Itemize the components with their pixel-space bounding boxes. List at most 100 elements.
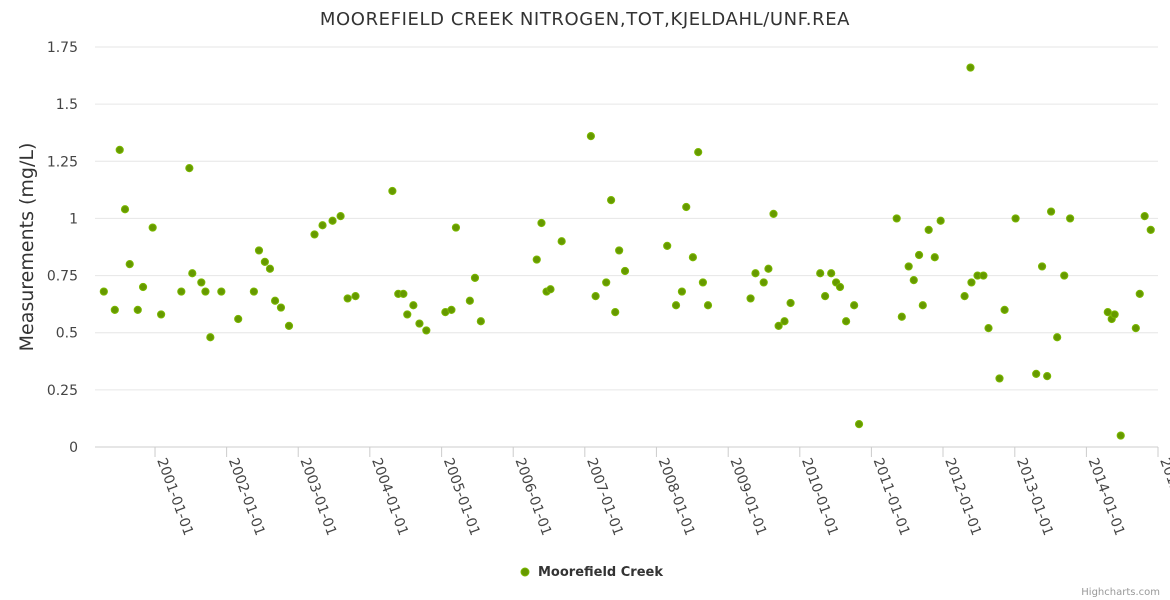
- data-point[interactable]: [774, 321, 783, 330]
- data-point[interactable]: [470, 273, 480, 282]
- data-point[interactable]: [451, 223, 461, 232]
- data-point[interactable]: [682, 202, 691, 212]
- data-point[interactable]: [936, 216, 945, 225]
- data-point[interactable]: [399, 289, 408, 298]
- data-point[interactable]: [751, 269, 760, 278]
- data-point[interactable]: [918, 301, 927, 310]
- data-point[interactable]: [465, 296, 474, 305]
- data-point[interactable]: [343, 294, 352, 303]
- data-point[interactable]: [924, 225, 933, 234]
- data-point[interactable]: [780, 317, 789, 326]
- data-point[interactable]: [897, 312, 906, 321]
- data-point[interactable]: [148, 223, 157, 232]
- data-point[interactable]: [422, 326, 431, 335]
- data-point[interactable]: [1066, 214, 1075, 223]
- data-point[interactable]: [703, 301, 713, 310]
- legend[interactable]: Moorefield Creek: [520, 565, 663, 580]
- data-point[interactable]: [759, 278, 768, 287]
- data-point[interactable]: [746, 294, 755, 303]
- data-point[interactable]: [1032, 369, 1041, 378]
- data-point[interactable]: [1060, 271, 1069, 280]
- data-point[interactable]: [602, 278, 611, 287]
- data-point[interactable]: [1037, 262, 1047, 271]
- data-point[interactable]: [254, 246, 264, 255]
- data-point[interactable]: [403, 310, 412, 319]
- data-point[interactable]: [615, 246, 624, 255]
- data-point[interactable]: [607, 196, 616, 205]
- data-point[interactable]: [1146, 225, 1155, 234]
- data-point[interactable]: [979, 271, 988, 280]
- data-point[interactable]: [351, 292, 360, 301]
- data-point[interactable]: [850, 301, 859, 310]
- data-point[interactable]: [336, 212, 345, 221]
- data-point[interactable]: [318, 221, 327, 230]
- data-point[interactable]: [827, 269, 836, 278]
- data-point[interactable]: [206, 333, 215, 342]
- data-point[interactable]: [110, 305, 119, 314]
- data-point[interactable]: [663, 241, 672, 250]
- data-point[interactable]: [854, 420, 864, 429]
- data-point[interactable]: [217, 287, 226, 296]
- data-point[interactable]: [532, 255, 541, 264]
- data-point[interactable]: [966, 63, 975, 72]
- data-point[interactable]: [620, 266, 630, 276]
- data-point[interactable]: [1103, 308, 1112, 317]
- data-point[interactable]: [188, 269, 197, 278]
- data-point[interactable]: [1053, 333, 1062, 342]
- data-point[interactable]: [842, 317, 851, 326]
- data-point[interactable]: [1011, 214, 1020, 223]
- data-point[interactable]: [677, 287, 687, 296]
- data-point[interactable]: [1110, 310, 1119, 319]
- data-point[interactable]: [133, 305, 142, 314]
- data-point[interactable]: [447, 305, 456, 314]
- data-point[interactable]: [265, 264, 275, 273]
- data-point[interactable]: [388, 186, 397, 196]
- data-point[interactable]: [835, 282, 845, 292]
- data-point[interactable]: [310, 230, 319, 239]
- data-point[interactable]: [1140, 212, 1149, 221]
- data-point[interactable]: [984, 324, 993, 333]
- data-point[interactable]: [284, 321, 294, 330]
- data-point[interactable]: [328, 216, 337, 225]
- data-point[interactable]: [197, 278, 206, 287]
- data-point[interactable]: [995, 374, 1004, 383]
- data-point[interactable]: [276, 303, 286, 312]
- data-point[interactable]: [270, 296, 280, 305]
- data-point[interactable]: [409, 301, 418, 310]
- data-point[interactable]: [764, 264, 773, 273]
- data-point[interactable]: [557, 237, 566, 246]
- data-point[interactable]: [816, 269, 825, 278]
- data-point[interactable]: [249, 287, 258, 296]
- data-point[interactable]: [586, 132, 595, 141]
- data-point[interactable]: [120, 205, 130, 214]
- data-point[interactable]: [930, 253, 939, 262]
- data-point[interactable]: [769, 209, 778, 218]
- data-point[interactable]: [671, 301, 681, 310]
- data-point[interactable]: [1043, 372, 1052, 381]
- credits-link[interactable]: Highcharts.com: [1081, 587, 1160, 598]
- data-point[interactable]: [1131, 324, 1140, 333]
- data-point[interactable]: [698, 278, 708, 287]
- data-point[interactable]: [1046, 207, 1056, 216]
- data-point[interactable]: [914, 250, 924, 260]
- data-point[interactable]: [909, 276, 918, 285]
- data-point[interactable]: [537, 218, 546, 228]
- data-point[interactable]: [688, 253, 698, 262]
- data-point[interactable]: [157, 310, 166, 319]
- data-point[interactable]: [115, 145, 124, 154]
- legend-label[interactable]: Moorefield Creek: [538, 565, 663, 580]
- data-point[interactable]: [786, 298, 795, 308]
- data-point[interactable]: [260, 257, 269, 266]
- data-point[interactable]: [234, 314, 243, 324]
- data-point[interactable]: [185, 164, 194, 173]
- data-point[interactable]: [177, 287, 186, 296]
- data-point[interactable]: [201, 287, 210, 296]
- data-point[interactable]: [694, 148, 703, 157]
- data-point[interactable]: [591, 292, 600, 301]
- data-point[interactable]: [99, 287, 108, 296]
- data-point[interactable]: [960, 292, 969, 301]
- data-point[interactable]: [1000, 305, 1009, 314]
- data-point[interactable]: [546, 285, 555, 294]
- data-point[interactable]: [821, 292, 830, 301]
- data-point[interactable]: [904, 262, 913, 271]
